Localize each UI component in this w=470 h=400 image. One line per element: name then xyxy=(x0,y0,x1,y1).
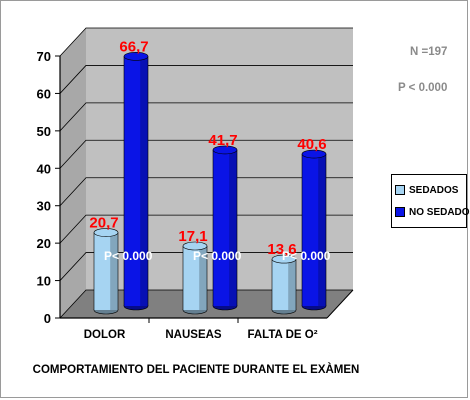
gridline xyxy=(59,214,353,244)
bar-no-sedados-0 xyxy=(123,52,149,311)
bar-top xyxy=(93,228,119,237)
bar-shade xyxy=(288,259,296,310)
value-label-sedados: 13,6 xyxy=(267,241,296,258)
gridline xyxy=(59,139,353,169)
value-label-no-sedados: 66,7 xyxy=(119,38,148,55)
bar-top xyxy=(123,52,149,61)
gridline xyxy=(59,289,353,319)
bar-p-value: P< 0.000 xyxy=(104,249,153,263)
axes: 0 10 20 30 40 50 60 70 DOLOR NAUSEAS FALTA DE O² xyxy=(37,49,354,341)
bar-shade xyxy=(140,56,148,307)
bar-sedados-1 xyxy=(182,241,208,315)
bar-top xyxy=(182,241,208,251)
side-wall xyxy=(60,28,86,318)
x-axis-title: COMPORTAMIENTO DEL PACIENTE DURANTE EL E… xyxy=(33,363,360,376)
gridline xyxy=(59,27,353,57)
y-tick-label: 40 xyxy=(37,161,51,176)
gridlines xyxy=(59,27,353,319)
bar-shade xyxy=(110,232,118,310)
bar-shade xyxy=(199,245,207,310)
bar-top xyxy=(301,149,327,159)
y-tick-label: 70 xyxy=(37,49,51,64)
legend-label-sedados: SEDADOS xyxy=(409,184,459,196)
legend-swatch-sedados xyxy=(395,185,405,195)
legend-item-sedados: SEDADOS xyxy=(395,179,463,201)
legend-label-no-sedados: NO SEDADOS xyxy=(409,206,470,218)
value-label-sedados: 20,7 xyxy=(89,215,118,232)
legend: SEDADOS NO SEDADOS xyxy=(391,174,470,228)
bar-p-value: P< 0.000 xyxy=(193,249,242,263)
value-label-no-sedados: 41,7 xyxy=(208,132,237,149)
x-category-label: NAUSEAS xyxy=(165,329,222,341)
gridline xyxy=(59,252,353,281)
y-tick-label: 10 xyxy=(37,274,51,289)
value-label-no-sedados: 40,6 xyxy=(297,136,326,153)
x-category-label: DOLOR xyxy=(84,329,126,341)
x-category-label: FALTA DE O² xyxy=(247,329,317,341)
legend-item-no-sedados: NO SEDADOS xyxy=(395,201,470,223)
y-tick-label: 60 xyxy=(37,86,51,101)
bar-shade xyxy=(318,154,326,306)
y-tick-label: 0 xyxy=(44,311,51,326)
value-label-sedados: 17,1 xyxy=(178,228,207,245)
y-tick-label: 20 xyxy=(37,236,51,251)
y-tick-label: 50 xyxy=(37,124,51,139)
gridline xyxy=(59,65,353,94)
bar-no-sedados-2 xyxy=(301,149,327,311)
bar-p-value: P< 0.000 xyxy=(282,249,331,263)
floor-edge xyxy=(326,289,354,319)
bar-sedados-2 xyxy=(271,254,297,315)
p-value-note: P < 0.000 xyxy=(398,82,448,94)
y-tick-label: 30 xyxy=(37,199,51,214)
gridline xyxy=(59,177,353,206)
sample-size-note: N =197 xyxy=(410,46,448,58)
bar-top xyxy=(212,145,238,155)
gridline xyxy=(59,102,353,132)
bar-no-sedados-1 xyxy=(212,145,238,311)
legend-swatch-no-sedados xyxy=(395,207,405,217)
bar-shade xyxy=(229,149,237,306)
bar-top xyxy=(271,254,297,264)
bars xyxy=(93,52,327,315)
bar-sedados-0 xyxy=(93,228,119,315)
